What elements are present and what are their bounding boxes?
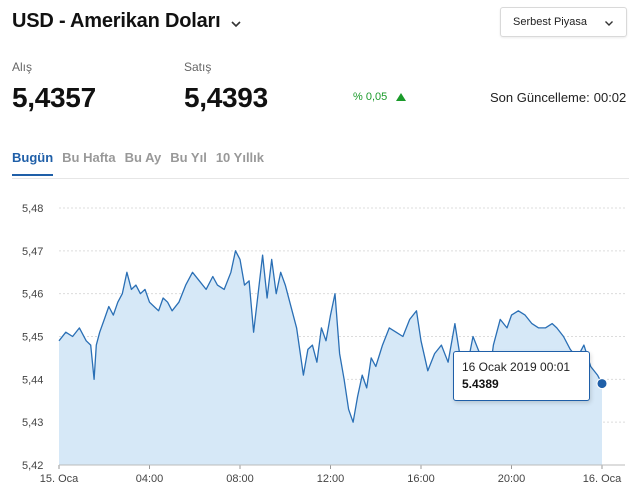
last-update-label: Son Güncelleme:	[490, 90, 590, 105]
current-point-marker	[596, 378, 608, 390]
x-tick-label: 08:00	[226, 473, 254, 485]
y-tick-label: 5,44	[22, 374, 43, 386]
x-tick-label: 16. Oca	[583, 473, 622, 485]
tab-10-years[interactable]: 10 Yıllık	[215, 150, 265, 165]
tooltip-date: 16 Ocak 2019 00:01	[462, 360, 571, 374]
change-indicator: % 0,05	[353, 91, 407, 103]
series-line	[58, 250, 603, 423]
tab-this-year[interactable]: Bu Yıl	[170, 150, 207, 165]
tab-this-week[interactable]: Bu Hafta	[62, 150, 116, 165]
period-tabs: Bugün Bu Hafta Bu Ay Bu Yıl 10 Yıllık	[12, 150, 273, 176]
x-axis-ticks: 15. Oca 04:00 08:00 12:00 16:00 20:00 16. Oca	[40, 464, 625, 485]
market-select-value: Serbest Piyasa	[513, 16, 587, 28]
y-tick-label: 5,48	[22, 203, 43, 215]
x-tick-label: 12:00	[317, 473, 345, 485]
price-chart[interactable]: 5,42 5,43 5,44 5,45 5,46 5,47 5,48 15. Oca 04:0…	[0, 190, 629, 498]
x-tick-label: 15. Oca	[40, 473, 79, 485]
last-update-time: 00:02	[593, 90, 627, 105]
header: USD - Amerikan Doları	[12, 10, 242, 33]
sell-value: 5,4393	[184, 82, 268, 113]
series-area	[59, 250, 602, 465]
tab-today[interactable]: Bugün	[12, 150, 54, 176]
y-tick-label: 5,42	[22, 460, 43, 472]
sell-label: Satış	[184, 60, 212, 74]
x-tick-label: 04:00	[136, 473, 164, 485]
buy-value: 5,4357	[12, 82, 96, 113]
y-tick-label: 5,43	[22, 417, 43, 429]
last-update: Son Güncelleme: 00:02	[490, 90, 626, 105]
page-title: USD - Amerikan Doları	[12, 10, 221, 32]
chevron-down-icon[interactable]	[230, 18, 242, 30]
buy-label: Alış	[12, 60, 33, 74]
chart-tooltip: 16 Ocak 2019 00:01 5.4389	[453, 351, 590, 401]
tooltip-value: 5.4389	[462, 377, 499, 391]
triangle-up-icon	[396, 93, 407, 101]
change-percent: % 0,05	[353, 91, 388, 103]
y-axis-ticks: 5,42 5,43 5,44 5,45 5,46 5,47 5,48	[22, 203, 43, 472]
y-tick-label: 5,47	[22, 246, 43, 258]
tab-this-month[interactable]: Bu Ay	[124, 150, 162, 165]
x-tick-label: 20:00	[498, 473, 526, 485]
y-tick-label: 5,45	[22, 332, 43, 344]
tabs-divider	[12, 178, 629, 179]
market-select[interactable]: Serbest Piyasa	[500, 7, 627, 37]
y-tick-label: 5,46	[22, 289, 43, 301]
x-tick-label: 16:00	[407, 473, 435, 485]
chevron-down-icon	[605, 21, 613, 26]
